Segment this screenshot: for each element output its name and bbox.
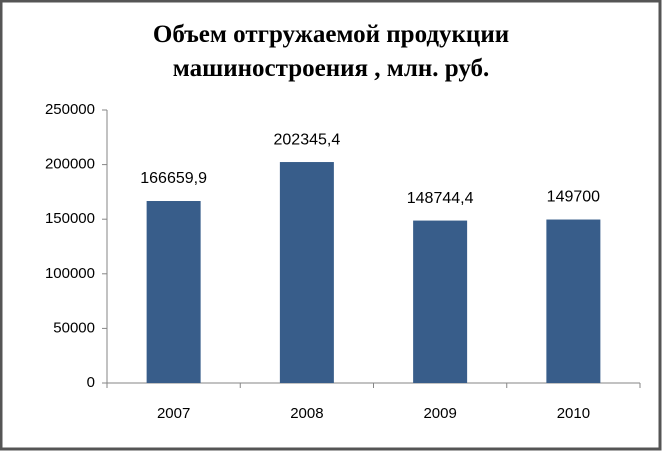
y-tick-label: 0 [87, 374, 95, 391]
value-label: 166659,9 [140, 170, 207, 187]
bar [413, 220, 468, 383]
y-tick-label: 200000 [45, 156, 95, 173]
x-tick-label: 2009 [423, 405, 456, 422]
value-label: 202345,4 [274, 131, 341, 148]
bar [279, 162, 334, 383]
y-tick-label: 250000 [45, 101, 95, 118]
x-tick-label: 2007 [157, 405, 190, 422]
chart-title: Объем отгружаемой продукции машиностроен… [152, 21, 510, 82]
y-tick-label: 100000 [45, 265, 95, 282]
value-label: 149700 [547, 189, 600, 206]
value-label: 148744,4 [407, 190, 474, 207]
x-tick-label: 2010 [557, 405, 590, 422]
y-tick-label: 50000 [53, 319, 95, 336]
bar [146, 201, 201, 383]
x-tick-label: 2008 [290, 405, 323, 422]
y-tick-label: 150000 [45, 210, 95, 227]
bar [546, 219, 601, 383]
